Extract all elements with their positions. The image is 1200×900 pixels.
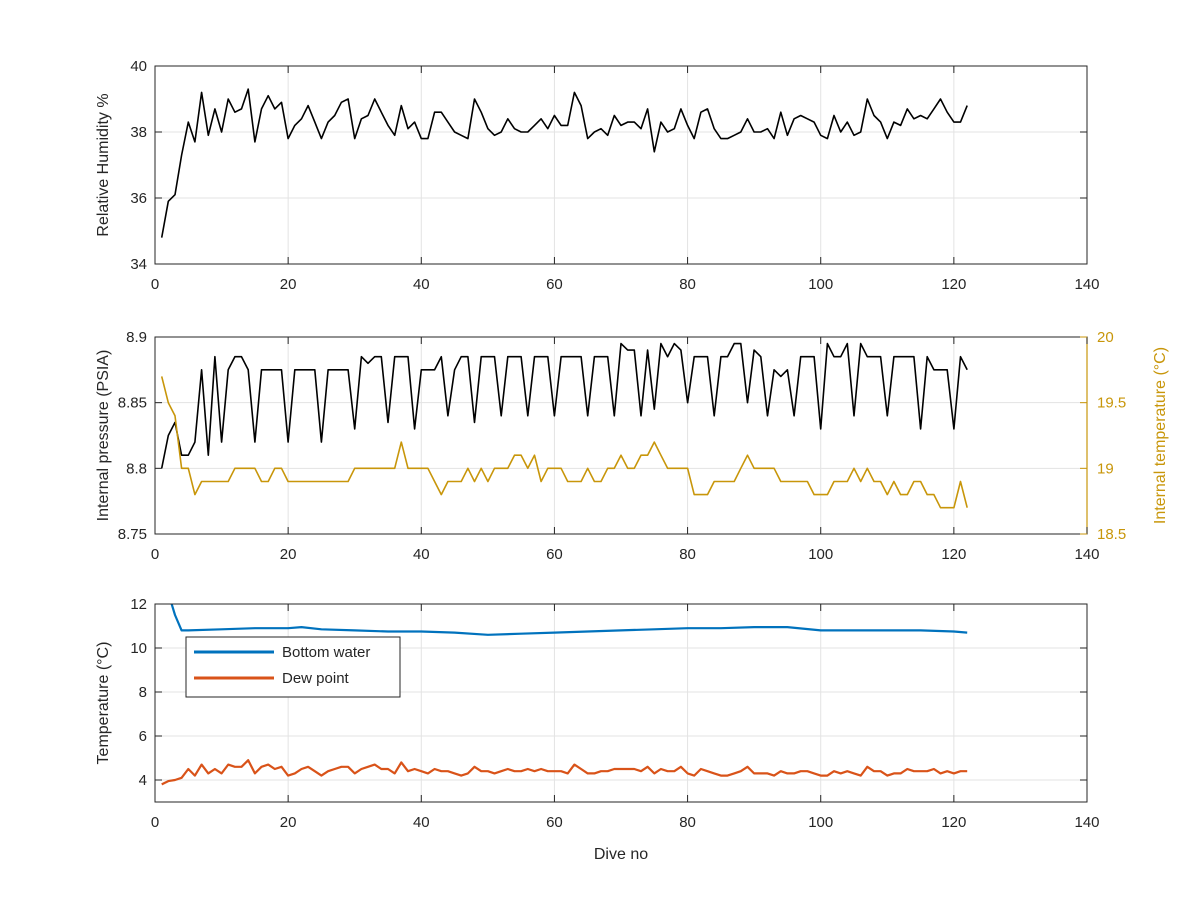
x-tick-label: 40 [413, 546, 430, 563]
x-tick-label: 0 [151, 546, 159, 563]
x-tick-label: 80 [679, 814, 696, 831]
x-tick-label: 20 [280, 814, 297, 831]
x-tick-label: 40 [413, 814, 430, 831]
series-line-bottom-water [170, 604, 968, 636]
legend-label: Dew point [282, 670, 350, 687]
x-tick-label: 60 [546, 814, 563, 831]
y-tick-label: 38 [130, 124, 147, 141]
x-tick-label: 60 [546, 546, 563, 563]
x-tick-label: 120 [941, 814, 966, 831]
axes-box [154, 336, 1088, 535]
x-tick-label: 100 [808, 546, 833, 563]
x-tick-label: 120 [941, 276, 966, 293]
x-tick-label: 20 [280, 276, 297, 293]
y2-tick-label: 19.5 [1097, 395, 1126, 412]
x-tick-label: 0 [151, 276, 159, 293]
y2-tick-label: 18.5 [1097, 526, 1126, 543]
y-tick-label: 12 [130, 596, 147, 613]
x-tick-label: 80 [679, 276, 696, 293]
x-tick-label: 60 [546, 276, 563, 293]
x-tick-label: 100 [808, 814, 833, 831]
y-tick-label: 10 [130, 640, 147, 657]
chart-panel-1: 0 20 40 60 80 100 120 140 34 36 38 40 Relative Humid… [95, 58, 1100, 293]
legend-label: Bottom water [282, 644, 370, 661]
chart-panel-3: 0 20 40 60 80 100 120 140 4 6 8 10 12 Temperature (°C… [95, 596, 1100, 863]
axes-box [154, 603, 1088, 803]
y-tick-label: 4 [139, 772, 147, 789]
axes-box [154, 65, 1088, 265]
y-tick-label: 8.9 [126, 329, 147, 346]
series-line-2-1 [160, 342, 968, 469]
chart-panel-2: 0 20 40 60 80 100 120 140 8.75 8.8 8.85 8.9 18.5 19 19… [95, 329, 1169, 563]
y-tick-label: 36 [130, 190, 147, 207]
y-axis-label: Temperature (°C) [95, 642, 112, 765]
x-tick-label: 140 [1074, 814, 1099, 831]
x-tick-label: 0 [151, 814, 159, 831]
y-tick-label: 8.85 [118, 395, 147, 412]
y2-tick-label: 20 [1097, 329, 1114, 346]
legend: Bottom water Dew point [185, 636, 401, 698]
x-tick-label: 20 [280, 546, 297, 563]
y2-axis-label: Internal temperature (°C) [1152, 347, 1169, 524]
x-tick-label: 40 [413, 276, 430, 293]
series-line-dew-point [161, 759, 968, 786]
y-tick-label: 40 [130, 58, 147, 75]
y-tick-label: 8.75 [118, 526, 147, 543]
series-line-1-1 [160, 88, 968, 238]
y2-tick-label: 19 [1097, 460, 1114, 477]
y-axis-label: Internal pressure (PSIA) [95, 350, 112, 522]
x-tick-label: 140 [1074, 276, 1099, 293]
x-tick-label: 100 [808, 276, 833, 293]
x-axis-label: Dive no [594, 846, 648, 863]
x-tick-label: 140 [1074, 546, 1099, 563]
y-tick-label: 8 [139, 684, 147, 701]
legend-box [185, 636, 401, 698]
y-tick-label: 8.8 [126, 460, 147, 477]
y-axis-label: Relative Humidity % [95, 93, 112, 236]
y-tick-label: 6 [139, 728, 147, 745]
series-line-2-2 [160, 376, 968, 509]
x-tick-label: 80 [679, 546, 696, 563]
y-tick-label: 34 [130, 256, 147, 273]
x-tick-label: 120 [941, 546, 966, 563]
